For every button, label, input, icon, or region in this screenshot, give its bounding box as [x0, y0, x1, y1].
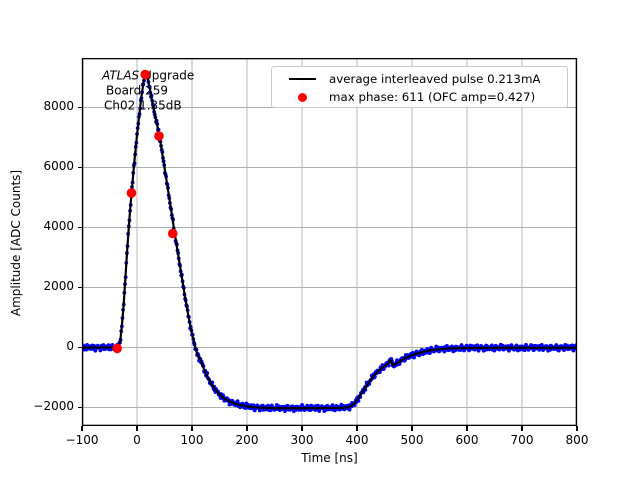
y-tick-label: 0	[66, 339, 74, 354]
x-tick-mark	[246, 426, 248, 431]
x-tick-label: 100	[180, 433, 204, 447]
legend-label-average-pulse: average interleaved pulse 0.213mA	[329, 72, 541, 86]
x-tick-mark	[521, 426, 523, 431]
legend-entry-average-pulse: average interleaved pulse 0.213mA	[272, 70, 567, 88]
legend-label-max-phase: max phase: 611 (OFC amp=0.427)	[329, 90, 536, 104]
x-tick-label: 700	[510, 433, 534, 447]
x-tick-label: 600	[455, 433, 479, 447]
y-tick-mark	[77, 166, 82, 169]
blue-sample-dot	[93, 348, 98, 353]
black-line-icon	[288, 78, 316, 80]
max-phase-series	[112, 69, 178, 354]
max-phase-dot	[140, 69, 151, 80]
annotation-channel: Ch02 1.35dB	[104, 99, 182, 113]
max-phase-dot	[112, 343, 122, 354]
max-phase-dot	[126, 188, 137, 198]
blue-sample-dot	[347, 407, 352, 412]
x-tick-label: 0	[133, 433, 141, 447]
annotation-board: Board 259	[106, 84, 168, 98]
axes-spines	[81, 57, 578, 427]
x-tick-mark	[576, 426, 578, 431]
legend-line-sample	[283, 78, 321, 80]
x-axis-label: Time [ns]	[301, 451, 358, 465]
annotation-text: ATLAS Upgrade Board 259 Ch02 1.35dB	[101, 69, 194, 113]
x-tick-mark	[411, 426, 413, 431]
x-tick-mark	[466, 426, 468, 431]
x-tick-mark	[81, 426, 83, 431]
red-dot-icon	[297, 92, 307, 102]
annotation-upgrade: Upgrade	[139, 69, 194, 83]
y-tick-label: 8000	[43, 99, 74, 114]
y-tick-mark	[77, 286, 82, 289]
x-tick-label: 300	[290, 433, 314, 447]
x-tick-label: −100	[65, 433, 99, 447]
svg-text:ATLAS Upgrade: ATLAS Upgrade	[101, 69, 194, 83]
y-tick-label: 2000	[43, 279, 74, 294]
x-tick-mark	[136, 426, 138, 431]
legend-entry-max-phase: max phase: 611 (OFC amp=0.427)	[272, 88, 567, 106]
blue-sample-dot	[101, 343, 106, 347]
y-tick-mark	[77, 346, 82, 349]
interleaved-samples-series	[82, 71, 577, 414]
legend: average interleaved pulse 0.213mA max ph…	[271, 66, 568, 108]
x-tick-mark	[301, 426, 303, 431]
average-pulse-line	[82, 71, 577, 410]
y-tick-label: 6000	[43, 159, 74, 174]
y-tick-label: 4000	[43, 219, 74, 234]
y-tick-mark	[77, 226, 82, 229]
annotation-atlas: ATLAS	[101, 69, 140, 83]
blue-sample-dot	[235, 399, 240, 404]
grid-lines	[81, 58, 578, 426]
y-tick-mark	[77, 406, 82, 409]
x-tick-label: 800	[565, 433, 589, 447]
blue-sample-dot	[412, 355, 416, 360]
x-tick-label: 500	[400, 433, 424, 447]
y-tick-mark	[77, 106, 82, 109]
x-tick-label: 400	[345, 433, 369, 447]
max-phase-dot	[154, 131, 164, 141]
plot-area: ATLAS Upgrade Board 259 Ch02 1.35dB	[81, 57, 578, 427]
x-tick-mark	[191, 426, 193, 431]
x-tick-mark	[356, 426, 358, 431]
max-phase-dot	[167, 228, 178, 239]
x-tick-label: 200	[235, 433, 259, 447]
y-tick-label: −2000	[33, 399, 74, 414]
legend-marker-sample	[283, 92, 321, 102]
